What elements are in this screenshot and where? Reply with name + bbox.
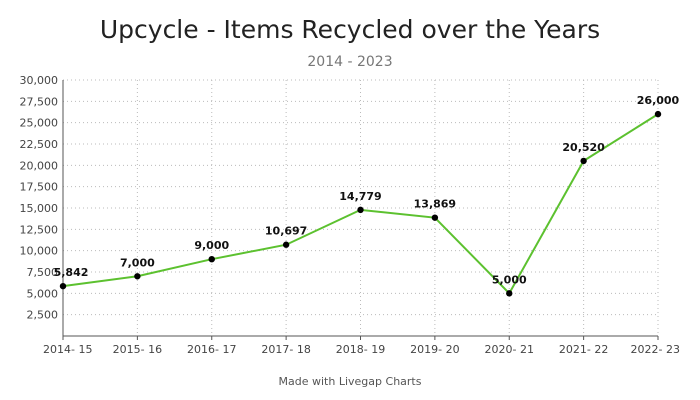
- y-tick-label: 25,000: [20, 117, 59, 130]
- data-label: 26,000: [637, 94, 680, 107]
- data-point: [357, 206, 364, 214]
- data-point: [134, 273, 141, 280]
- y-tick-label: 12,500: [20, 223, 59, 236]
- y-tick-label: 10,000: [20, 245, 59, 258]
- data-label: 10,697: [265, 225, 307, 238]
- x-tick-label: 2016- 17: [187, 343, 236, 356]
- data-point: [580, 157, 587, 165]
- data-label: 5,000: [492, 273, 527, 286]
- data-label: 9,000: [194, 239, 229, 252]
- data-point: [59, 282, 67, 290]
- y-tick-label: 2,500: [27, 309, 59, 322]
- data-point: [654, 110, 662, 118]
- data-label: 13,869: [414, 198, 456, 211]
- x-tick-label: 2017- 18: [261, 343, 310, 356]
- y-tick-label: 22,500: [20, 138, 59, 151]
- data-label: 5,842: [54, 266, 89, 279]
- data-labels: 5,842 7,000 9,000 10,697 14,779 13,869 5,000 20…: [54, 94, 680, 286]
- data-label: 7,000: [120, 256, 155, 269]
- data-point: [208, 256, 215, 263]
- data-label: 20,520: [562, 141, 605, 154]
- y-tick-label: 5,000: [27, 287, 59, 300]
- y-tick-label: 17,500: [20, 181, 59, 194]
- x-tick-label: 2019- 20: [410, 343, 459, 356]
- y-tick-label: 15,000: [20, 202, 59, 215]
- y-tick-labels: 2,500 5,000 7,500 10,000 12,500 15,000 17,500 2…: [20, 74, 59, 322]
- chart-footer: Made with Livegap Charts: [279, 375, 422, 388]
- chart-subtitle: 2014 - 2023: [307, 54, 392, 70]
- y-tick-label: 20,000: [20, 159, 59, 172]
- data-label: 14,779: [339, 190, 381, 203]
- x-tick-label: 2014- 15: [43, 343, 92, 356]
- data-points: [59, 110, 662, 297]
- x-tick-labels: 2014- 15 2015- 16 2016- 17 2017- 18 2018- 19…: [43, 343, 680, 356]
- data-point: [282, 241, 290, 248]
- data-point: [506, 290, 513, 297]
- x-tick-label: 2020- 21: [485, 343, 534, 356]
- y-tick-label: 7,500: [27, 266, 59, 279]
- axes: [62, 80, 659, 340]
- y-tick-label: 30,000: [20, 74, 59, 87]
- chart-title: Upcycle - Items Recycled over the Years: [100, 15, 600, 44]
- data-point: [431, 214, 439, 221]
- x-tick-label: 2022- 23: [631, 343, 680, 356]
- y-tick-label: 27,500: [20, 95, 59, 108]
- x-tick-label: 2018- 19: [336, 343, 385, 356]
- x-tick-label: 2015- 16: [113, 343, 162, 356]
- x-tick-label: 2021- 22: [559, 343, 608, 356]
